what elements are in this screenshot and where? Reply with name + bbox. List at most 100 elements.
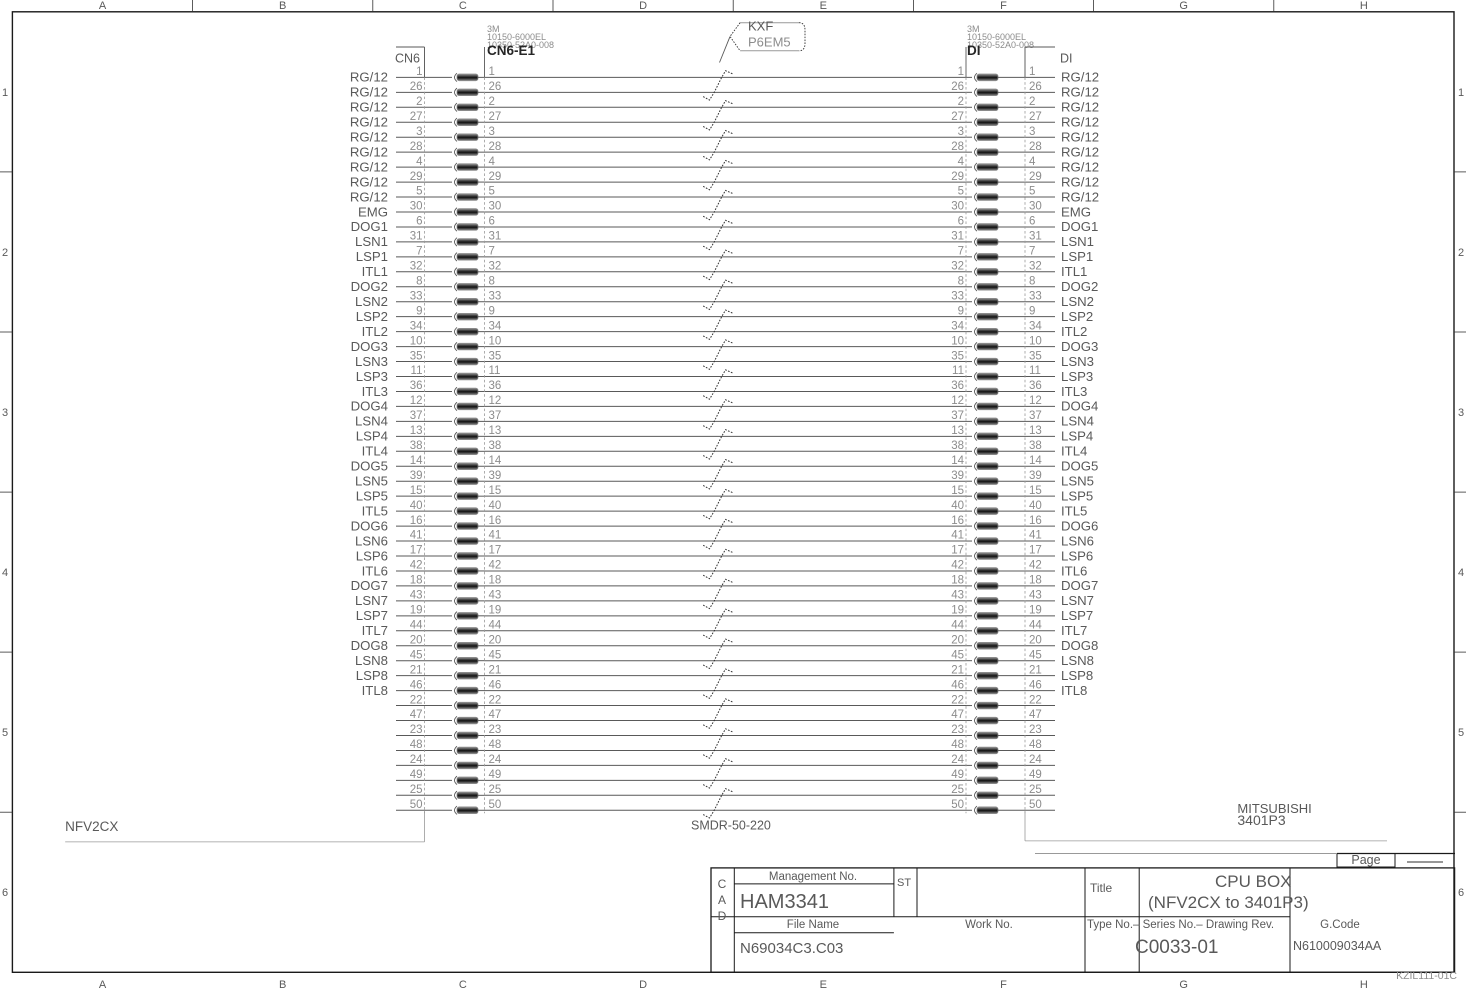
svg-text:F: F [1000, 0, 1007, 12]
svg-text:SMDR-50-220: SMDR-50-220 [691, 819, 771, 833]
svg-text:36: 36 [489, 380, 502, 392]
svg-text:23: 23 [1029, 724, 1042, 736]
svg-text:30: 30 [410, 201, 423, 213]
svg-text:LSP8: LSP8 [1061, 668, 1093, 683]
svg-text:7: 7 [958, 246, 964, 258]
svg-text:48: 48 [951, 739, 964, 751]
svg-text:3: 3 [2, 407, 8, 419]
svg-text:35: 35 [489, 350, 502, 362]
svg-text:16: 16 [489, 515, 502, 527]
svg-text:45: 45 [1029, 649, 1042, 661]
svg-text:40: 40 [951, 500, 964, 512]
svg-text:5: 5 [1029, 186, 1035, 198]
svg-text:35: 35 [951, 350, 964, 362]
svg-text:24: 24 [410, 754, 423, 766]
svg-text:1: 1 [489, 66, 495, 78]
svg-text:DOG2: DOG2 [1061, 279, 1098, 294]
svg-text:F: F [1000, 979, 1007, 991]
svg-text:24: 24 [951, 754, 964, 766]
svg-text:LSP6: LSP6 [356, 548, 388, 563]
svg-text:27: 27 [489, 111, 502, 123]
svg-text:5: 5 [958, 186, 964, 198]
svg-text:29: 29 [489, 171, 502, 183]
svg-text:40: 40 [410, 500, 423, 512]
svg-text:43: 43 [1029, 590, 1042, 602]
svg-text:H: H [1360, 0, 1368, 12]
svg-text:LSP1: LSP1 [1061, 249, 1093, 264]
svg-text:G.Code: G.Code [1320, 919, 1360, 931]
svg-text:LSN2: LSN2 [1061, 294, 1094, 309]
svg-text:11: 11 [1029, 365, 1041, 377]
svg-text:6: 6 [489, 216, 495, 228]
svg-text:N69034C3.C03: N69034C3.C03 [740, 940, 843, 957]
svg-text:RG/12: RG/12 [1061, 130, 1099, 145]
svg-text:22: 22 [1029, 694, 1042, 706]
svg-text:42: 42 [489, 560, 502, 572]
svg-text:ITL3: ITL3 [1061, 384, 1087, 399]
svg-text:D: D [639, 979, 647, 991]
svg-text:DOG6: DOG6 [351, 518, 388, 533]
svg-text:19: 19 [489, 605, 502, 617]
svg-text:19: 19 [1029, 605, 1042, 617]
svg-text:21: 21 [1029, 664, 1042, 676]
svg-text:10: 10 [410, 335, 423, 347]
svg-text:14: 14 [489, 455, 502, 467]
svg-text:ITL5: ITL5 [1061, 503, 1087, 518]
svg-text:B: B [279, 0, 286, 12]
svg-text:3: 3 [1029, 126, 1035, 138]
svg-text:17: 17 [410, 545, 423, 557]
svg-text:42: 42 [1029, 560, 1042, 572]
svg-text:6: 6 [1029, 216, 1035, 228]
svg-text:5: 5 [489, 186, 495, 198]
svg-text:N610009034AA: N610009034AA [1293, 939, 1382, 953]
svg-text:6: 6 [416, 216, 422, 228]
svg-text:23: 23 [489, 724, 502, 736]
svg-text:2: 2 [1458, 247, 1464, 259]
svg-text:ITL1: ITL1 [1061, 264, 1087, 279]
svg-text:4: 4 [489, 156, 496, 168]
svg-text:49: 49 [489, 769, 502, 781]
svg-text:DOG1: DOG1 [1061, 219, 1098, 234]
svg-text:LSP3: LSP3 [1061, 369, 1093, 384]
svg-text:LSN1: LSN1 [1061, 234, 1094, 249]
svg-text:LSP5: LSP5 [1061, 488, 1093, 503]
svg-text:21: 21 [410, 664, 423, 676]
svg-text:31: 31 [1029, 231, 1042, 243]
svg-text:DOG7: DOG7 [351, 578, 388, 593]
svg-text:RG/12: RG/12 [350, 100, 388, 115]
svg-text:H: H [1360, 979, 1368, 991]
svg-text:ITL8: ITL8 [1061, 683, 1087, 698]
svg-text:RG/12: RG/12 [1061, 115, 1099, 130]
svg-text:14: 14 [410, 455, 423, 467]
svg-text:20: 20 [1029, 634, 1042, 646]
svg-text:49: 49 [410, 769, 423, 781]
svg-text:22: 22 [489, 694, 502, 706]
svg-text:RG/12: RG/12 [350, 159, 388, 174]
svg-text:LSN7: LSN7 [1061, 593, 1094, 608]
svg-text:10: 10 [489, 335, 502, 347]
svg-text:49: 49 [951, 769, 964, 781]
svg-text:ITL4: ITL4 [1061, 444, 1087, 459]
svg-text:LSN2: LSN2 [355, 294, 388, 309]
svg-text:10: 10 [951, 335, 964, 347]
svg-text:17: 17 [951, 545, 964, 557]
svg-text:9: 9 [1029, 305, 1035, 317]
svg-text:5: 5 [416, 186, 422, 198]
svg-text:15: 15 [489, 485, 502, 497]
svg-text:RG/12: RG/12 [1061, 70, 1099, 85]
svg-text:ITL8: ITL8 [362, 683, 388, 698]
svg-text:47: 47 [410, 709, 423, 721]
svg-text:RG/12: RG/12 [350, 70, 388, 85]
svg-text:26: 26 [1029, 81, 1042, 93]
svg-text:C: C [718, 877, 727, 891]
svg-text:27: 27 [1029, 111, 1042, 123]
svg-text:12: 12 [410, 395, 423, 407]
svg-text:RG/12: RG/12 [1061, 85, 1099, 100]
svg-text:ITL2: ITL2 [362, 324, 388, 339]
svg-text:46: 46 [410, 679, 423, 691]
svg-text:17: 17 [489, 545, 502, 557]
svg-text:LSN8: LSN8 [355, 653, 388, 668]
svg-text:40: 40 [489, 500, 502, 512]
svg-text:32: 32 [489, 261, 502, 273]
svg-text:49: 49 [1029, 769, 1042, 781]
